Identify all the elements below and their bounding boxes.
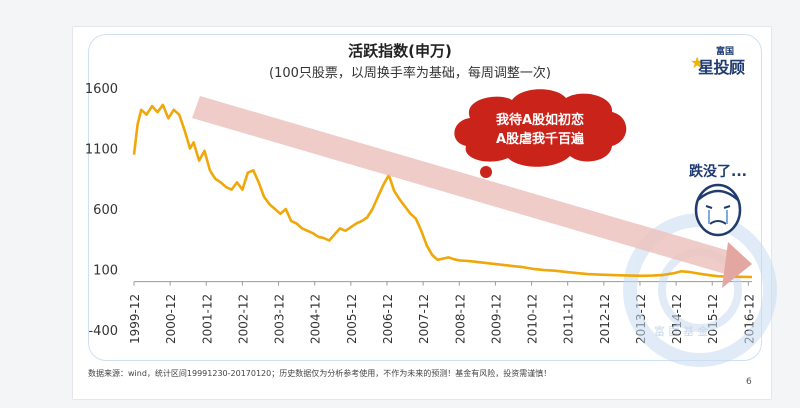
speech-bubble: 我待A股如初恋 A股虐我千百遍 bbox=[454, 89, 627, 178]
trend-arrow-band bbox=[192, 96, 740, 276]
x-tick-label: 2015-12 bbox=[706, 294, 720, 344]
x-tick-label: 2001-12 bbox=[200, 294, 214, 344]
x-tick-label: 2011-12 bbox=[562, 294, 576, 344]
y-tick-label: 1600 bbox=[85, 82, 118, 97]
x-tick-label: 2008-12 bbox=[453, 294, 467, 344]
trend-arrow-head bbox=[722, 242, 752, 288]
data-source-footnote: 数据来源：wind，统计区间19991230-20170120；历史数据仅为分析… bbox=[88, 369, 552, 378]
watermark-text: 富 国 基 金 bbox=[654, 324, 709, 338]
bubble-text-line2: A股虐我千百遍 bbox=[496, 131, 585, 147]
x-tick-label: 2004-12 bbox=[309, 294, 323, 344]
star-icon: ★ bbox=[690, 53, 705, 72]
brand-logo-big: 星投顾 bbox=[698, 58, 745, 77]
y-tick-label: 100 bbox=[93, 264, 118, 279]
y-tick-label: 1100 bbox=[85, 143, 118, 158]
brand-logo: ★ 富国 星投顾 bbox=[690, 44, 764, 77]
bubble-tail-1 bbox=[480, 166, 492, 178]
crying-face-icon bbox=[694, 183, 742, 237]
cloud-bubble-icon bbox=[454, 89, 627, 167]
x-tick-label: 2003-12 bbox=[273, 294, 287, 344]
y-tick-label: -400 bbox=[88, 324, 118, 339]
x-tick-label: 2010-12 bbox=[526, 294, 540, 344]
x-tick-label: 2005-12 bbox=[345, 294, 359, 344]
y-tick-label: 600 bbox=[93, 203, 118, 218]
chart-frame bbox=[88, 34, 762, 361]
x-tick-label: 2006-12 bbox=[381, 294, 395, 344]
x-tick-label: 2012-12 bbox=[598, 294, 612, 344]
brand-logo-small: 富国 bbox=[716, 47, 735, 57]
chart-subtitle: (100只股票，以周换手率为基础，每周调整一次) bbox=[269, 66, 551, 81]
chart-title: 活跃指数(申万) bbox=[348, 42, 452, 60]
bubble-text-line1: 我待A股如初恋 bbox=[496, 112, 584, 128]
crying-face: 跌没了... bbox=[689, 164, 747, 237]
x-tick-label: 1999-12 bbox=[128, 294, 142, 344]
x-tick-label: 2002-12 bbox=[236, 294, 250, 344]
x-tick-label: 2007-12 bbox=[417, 294, 431, 344]
activity-index-line bbox=[132, 103, 753, 279]
face-caption: 跌没了... bbox=[689, 164, 747, 180]
page-number: 6 bbox=[746, 377, 752, 387]
x-tick-label: 2009-12 bbox=[489, 294, 503, 344]
x-tick-label: 2000-12 bbox=[164, 294, 178, 344]
